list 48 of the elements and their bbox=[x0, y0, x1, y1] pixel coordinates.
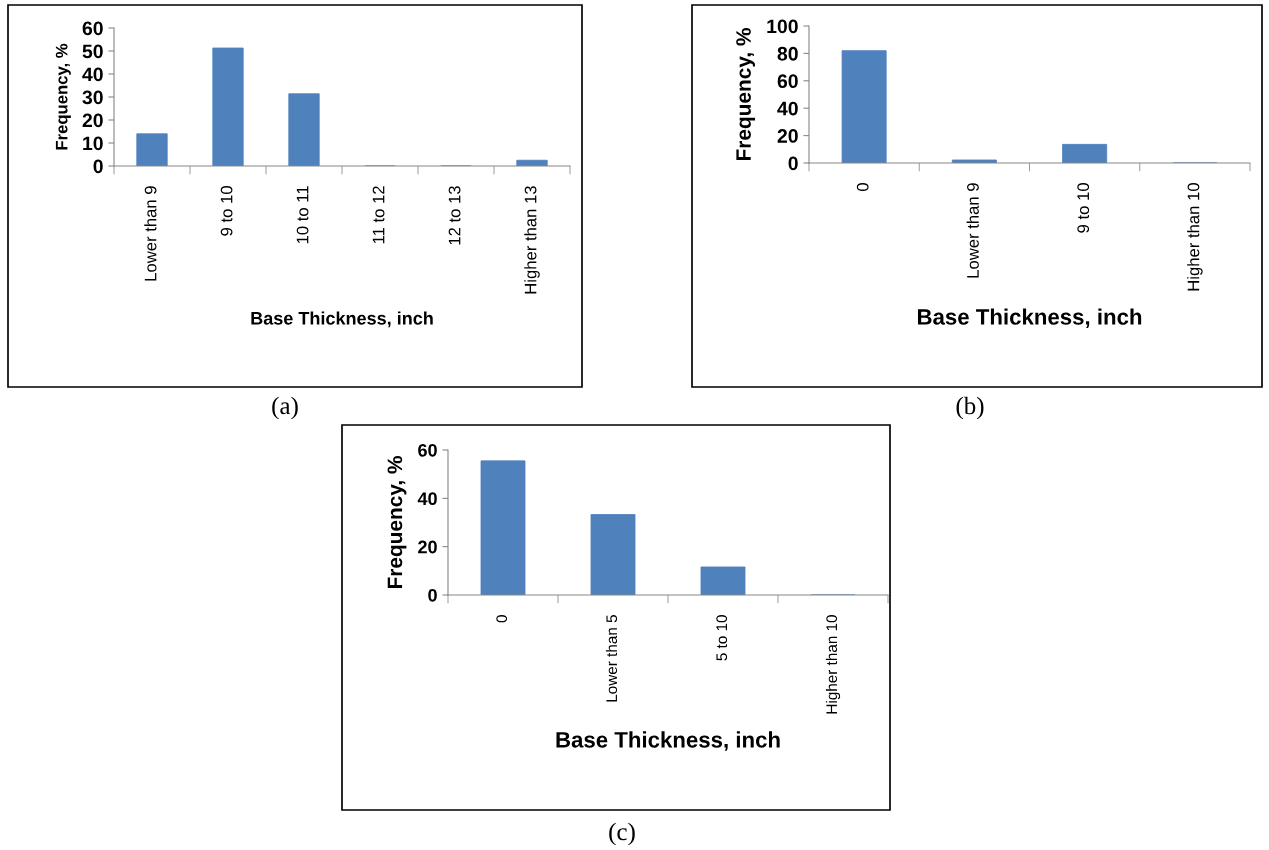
x-tick-label: 0 bbox=[496, 615, 508, 623]
x-tick-label: Lower than 9 bbox=[966, 183, 979, 278]
x-tick-label: 9 to 10 bbox=[1077, 183, 1090, 233]
bar bbox=[480, 460, 526, 595]
x-tick-label: 0 bbox=[856, 183, 869, 192]
x-axis-title: Base Thickness, inch bbox=[556, 731, 780, 751]
x-tick-label: Lower than 5 bbox=[605, 615, 618, 702]
y-tick-label: 20 bbox=[418, 540, 437, 554]
y-tick-label: 0 bbox=[428, 588, 437, 602]
y-tick-label: 20 bbox=[82, 113, 103, 128]
bar bbox=[590, 514, 636, 595]
y-axis-title: Frequency, % bbox=[736, 28, 756, 161]
y-tick-label: 40 bbox=[82, 67, 103, 82]
x-tick-label: 5 to 10 bbox=[716, 615, 728, 661]
y-tick-label: 60 bbox=[82, 21, 103, 36]
text: (c) bbox=[609, 822, 635, 846]
x-tick-label: Higher than 10 bbox=[1187, 183, 1203, 291]
y-tick-label: 100 bbox=[767, 19, 798, 34]
bar bbox=[841, 50, 887, 163]
bar bbox=[288, 93, 320, 166]
y-tick-label: 0 bbox=[788, 156, 798, 171]
bar bbox=[136, 133, 168, 166]
y-tick-label: 0 bbox=[93, 159, 103, 174]
y-axis-title: Frequency, % bbox=[55, 43, 71, 150]
bar bbox=[1062, 143, 1108, 163]
x-tick-label: 11 to 12 bbox=[372, 186, 385, 244]
y-tick-label: 30 bbox=[82, 90, 103, 105]
y-axis-title: Frequency, % bbox=[387, 456, 407, 589]
bar bbox=[212, 47, 244, 166]
text: (b) bbox=[956, 396, 984, 420]
y-tick-label: 60 bbox=[777, 74, 798, 89]
y-tick-label: 80 bbox=[777, 46, 798, 61]
text: (a) bbox=[272, 396, 298, 420]
x-axis-title: Base Thickness, inch bbox=[917, 308, 1142, 328]
y-tick-label: 40 bbox=[777, 101, 798, 116]
x-tick-label: Higher than 10 bbox=[825, 615, 841, 714]
x-tick-label: 9 to 10 bbox=[220, 186, 233, 236]
x-tick-label: Lower than 9 bbox=[144, 186, 157, 281]
x-tick-label: Higher than 13 bbox=[524, 186, 540, 294]
y-tick-label: 60 bbox=[418, 443, 437, 457]
x-tick-label: 12 to 13 bbox=[448, 186, 461, 245]
y-tick-label: 40 bbox=[417, 492, 437, 506]
bar bbox=[700, 566, 746, 595]
y-tick-label: 10 bbox=[83, 136, 103, 151]
x-tick-label: 10 to 11 bbox=[296, 186, 309, 244]
x-axis-title: Base Thickness, inch bbox=[251, 311, 433, 328]
y-tick-label: 20 bbox=[777, 129, 798, 143]
y-tick-label: 50 bbox=[82, 44, 103, 59]
